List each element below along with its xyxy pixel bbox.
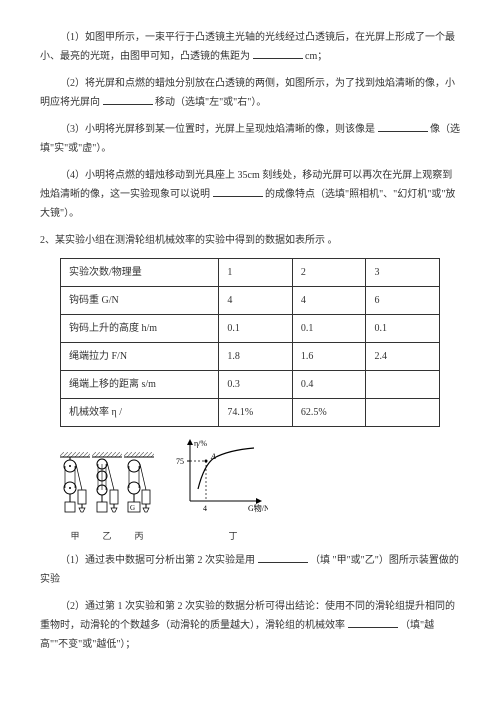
table-row: 绳端上移的距离 s/m 0.3 0.4 [61, 371, 440, 399]
cell [366, 399, 440, 427]
pulley-yi: 乙 [92, 452, 122, 545]
chart-icon: η/% G物/N 75 4 A [174, 437, 268, 519]
cell: 机械效率 η / [61, 399, 219, 427]
blank-direction [103, 94, 153, 105]
x-tick-4: 4 [203, 504, 207, 513]
cell [366, 371, 440, 399]
svg-text:G: G [130, 504, 135, 512]
cell: 1.8 [219, 343, 293, 371]
q2-heading: 2、某实验小组在测滑轮组机械效率的实验中得到的数据如表所示 。 [40, 231, 460, 250]
th-0: 实验次数/物理量 [61, 259, 219, 287]
table-row: 钩码重 G/N 4 4 6 [61, 287, 440, 315]
efficiency-chart: η/% G物/N 75 4 A 丁 [174, 437, 268, 545]
table-row: 钩码上升的高度 h/m 0.1 0.1 0.1 [61, 315, 440, 343]
q1-3-text: （3）小明将光屏移到某一位置时，光屏上呈现烛焰清晰的像，则该像是 像（选填"实"… [40, 120, 460, 158]
cell: 绳端拉力 F/N [61, 343, 219, 371]
cell: 62.5% [292, 399, 366, 427]
th-2: 2 [292, 259, 366, 287]
table-row: 绳端拉力 F/N 1.8 1.6 2.4 [61, 343, 440, 371]
q2-1-a: （1）通过表中数据可分析出第 2 次实验是用 [60, 555, 255, 566]
table-row: 机械效率 η / 74.1% 62.5% [61, 399, 440, 427]
q1-2-b: 移动（选填"左"或"右"）。 [155, 97, 266, 108]
q1-2-text: （2）将光屏和点燃的蜡烛分别放在凸透镜的两侧，如图所示，为了找到烛焰清晰的像，小… [40, 74, 460, 112]
cell: 0.1 [219, 315, 293, 343]
label-bing: 丙 [134, 528, 143, 545]
pulley-icon: G [124, 452, 154, 526]
th-1: 1 [219, 259, 293, 287]
q2-2-text: （2）通过第 1 次实验和第 2 次实验的数据分析可得出结论：使用不同的滑轮组提… [40, 597, 460, 654]
blank-device [258, 552, 308, 563]
cell: 钩码重 G/N [61, 287, 219, 315]
label-ding: 丁 [198, 528, 268, 545]
cell: 6 [366, 287, 440, 315]
blank-efficiency [348, 617, 398, 628]
y-tick-75: 75 [176, 457, 184, 466]
figure-row: 甲 乙 [60, 437, 460, 545]
q1-1-text: （1）如图甲所示，一束平行于凸透镜主光轴的光线经过凸透镜后，在光屏上形成了一个最… [40, 28, 460, 66]
cell: 钩码上升的高度 h/m [61, 315, 219, 343]
q1-3-a: （3）小明将光屏移到某一位置时，光屏上呈现烛焰清晰的像，则该像是 [60, 124, 375, 135]
pulley-jia: 甲 [60, 452, 90, 545]
pulley-diagrams: 甲 乙 [60, 452, 154, 545]
cell: 0.4 [292, 371, 366, 399]
q2-1-text: （1）通过表中数据可分析出第 2 次实验是用 （填 "甲"或"乙"）图所示装置做… [40, 551, 460, 589]
th-3: 3 [366, 259, 440, 287]
cell: 2.4 [366, 343, 440, 371]
q1-1-a: （1）如图甲所示，一束平行于凸透镜主光轴的光线经过凸透镜后，在光屏上形成了一个最… [40, 32, 455, 62]
pulley-icon [60, 452, 90, 526]
cell: 4 [219, 287, 293, 315]
cell: 4 [292, 287, 366, 315]
x-axis-label: G物/N [248, 503, 268, 513]
cell: 74.1% [219, 399, 293, 427]
cell: 0.1 [292, 315, 366, 343]
blank-imagetype [378, 121, 428, 132]
y-axis-label: η/% [194, 439, 207, 448]
table-row: 实验次数/物理量 1 2 3 [61, 259, 440, 287]
cell: 0.3 [219, 371, 293, 399]
label-yi: 乙 [102, 528, 111, 545]
point-a-label: A [210, 452, 216, 461]
label-jia: 甲 [70, 528, 79, 545]
blank-focal [253, 48, 303, 59]
pulley-icon [92, 452, 122, 526]
cell: 1.6 [292, 343, 366, 371]
blank-instrument [213, 186, 263, 197]
q1-1-unit: cm； [305, 51, 327, 62]
pulley-bing: G 丙 [124, 452, 154, 545]
q1-4-text: （4）小明将点燃的蜡烛移动到光具座上 35cm 刻线处，移动光屏可以再次在光屏上… [40, 166, 460, 223]
cell: 绳端上移的距离 s/m [61, 371, 219, 399]
data-table: 实验次数/物理量 1 2 3 钩码重 G/N 4 4 6 钩码上升的高度 h/m… [60, 258, 440, 427]
cell: 0.1 [366, 315, 440, 343]
